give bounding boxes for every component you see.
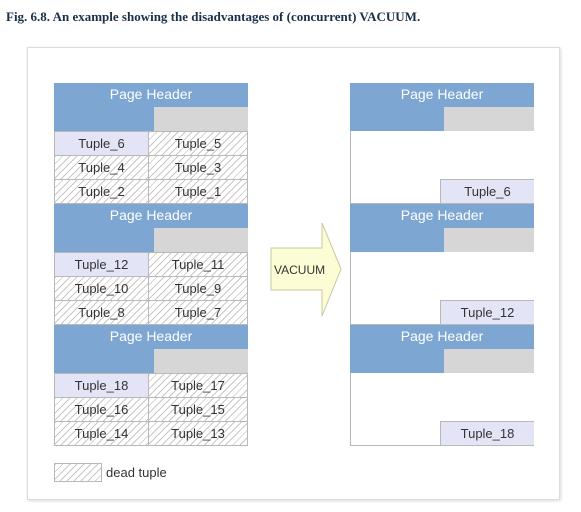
tuple-cell-dead: Tuple_7 (148, 300, 248, 325)
page-header-fill (350, 107, 444, 131)
tuple-cell-dead: Tuple_17 (148, 373, 248, 398)
page-header-free-space (444, 349, 534, 373)
page-header: Page Header (54, 204, 248, 228)
page-header-free-space (154, 107, 248, 131)
page-header: Page Header (350, 204, 534, 228)
page-header: Page Header (54, 325, 248, 349)
legend-label: dead tuple (106, 465, 167, 480)
tuple-cell-dead: Tuple_10 (54, 276, 149, 301)
tuple-cell-dead: Tuple_3 (148, 155, 248, 180)
page-header-fill (54, 107, 154, 131)
tuple-cell-dead: Tuple_9 (148, 276, 248, 301)
tuple-cell-live: Tuple_18 (440, 421, 534, 446)
page-header-free-space (154, 228, 248, 252)
vacuum-arrow-shape (270, 222, 342, 317)
tuple-cell-live: Tuple_6 (440, 179, 534, 204)
legend-dead-swatch (54, 463, 102, 482)
page-header-fill (350, 228, 444, 252)
tuple-cell-dead: Tuple_1 (148, 179, 248, 204)
tuple-cell-live: Tuple_18 (54, 373, 149, 398)
page-header-free-space (444, 107, 534, 131)
page-header: Page Header (350, 325, 534, 349)
tuple-cell-dead: Tuple_4 (54, 155, 149, 180)
vacuum-arrow-label: VACUUM (274, 263, 325, 277)
page-header-fill (54, 349, 154, 373)
tuple-cell-dead: Tuple_16 (54, 397, 149, 422)
tuple-cell-dead: Tuple_14 (54, 421, 149, 446)
vacuum-arrow: VACUUM (270, 222, 342, 317)
tuple-cell-dead: Tuple_8 (54, 300, 149, 325)
tuple-cell-live: Tuple_6 (54, 131, 149, 156)
page-header-fill (54, 228, 154, 252)
page-header: Page Header (350, 83, 534, 107)
tuple-cell-dead: Tuple_2 (54, 179, 149, 204)
tuple-cell-dead: Tuple_5 (148, 131, 248, 156)
figure-caption: Fig. 6.8. An example showing the disadva… (6, 9, 421, 24)
tuple-cell-dead: Tuple_11 (148, 252, 248, 277)
page-header-fill (350, 349, 444, 373)
page-header-free-space (154, 349, 248, 373)
diagram-panel: Page Header Tuple_6 Tuple_5 Tuple_4 Tupl… (27, 47, 560, 500)
tuple-cell-live: Tuple_12 (440, 300, 534, 325)
tuple-cell-dead: Tuple_13 (148, 421, 248, 446)
page-header: Page Header (54, 83, 248, 107)
page-header-free-space (444, 228, 534, 252)
tuple-cell-live: Tuple_12 (54, 252, 149, 277)
tuple-cell-dead: Tuple_15 (148, 397, 248, 422)
